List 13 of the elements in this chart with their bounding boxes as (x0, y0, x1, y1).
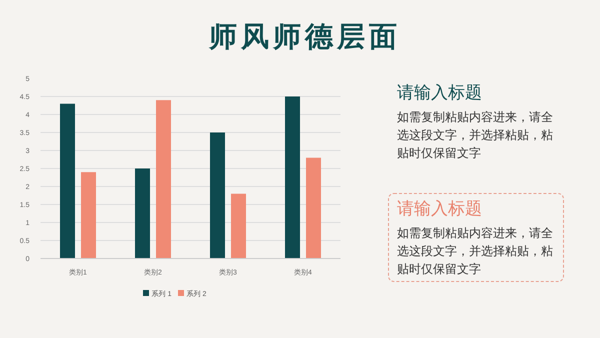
bar (231, 194, 246, 258)
text: 如需复制粘贴内容进来，请全选这段文字，并选择粘贴，粘贴时仅保留文字 (397, 109, 554, 162)
bar (156, 100, 171, 258)
chart-title: 师风师德层面 (208, 20, 402, 54)
text: 请输入标题 (397, 198, 483, 220)
bar (285, 96, 300, 258)
text: 请输入标题 (397, 82, 483, 104)
text: 如需复制粘贴内容进来，请全选这段文字，并选择粘贴，粘贴时仅保留文字 (397, 225, 554, 278)
bar (135, 168, 150, 258)
bar (60, 104, 75, 258)
bar (210, 132, 225, 258)
bar (306, 158, 321, 258)
bar (81, 172, 96, 258)
